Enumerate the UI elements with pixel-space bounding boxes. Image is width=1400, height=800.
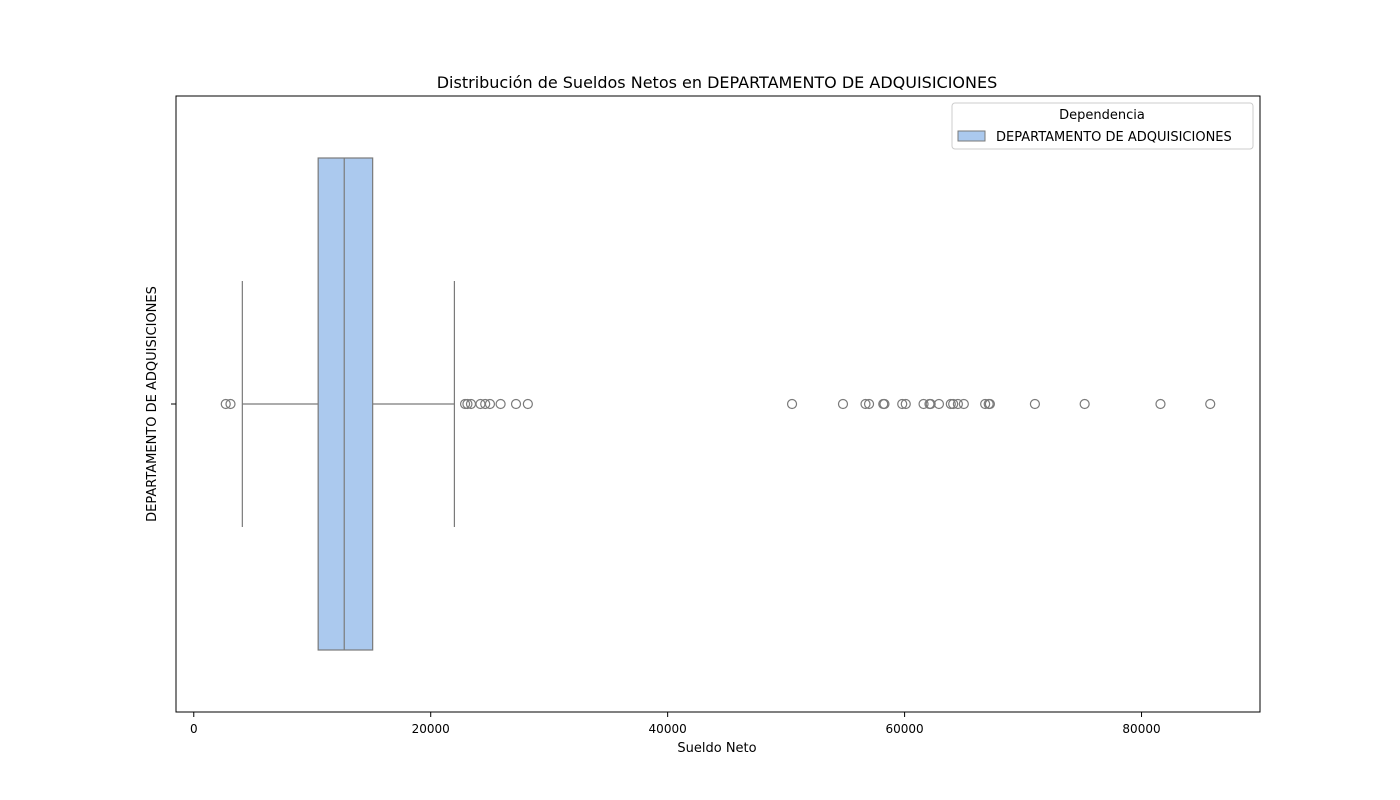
outlier-point-25 (952, 398, 964, 410)
chart-title: Distribución de Sueldos Netos en DEPARTA… (437, 73, 998, 92)
outlier-point-9 (510, 398, 522, 410)
outlier-point-30 (1029, 398, 1041, 410)
legend: Dependencia DEPARTAMENTO DE ADQUISICIONE… (951, 102, 1254, 150)
outlier-point-29 (984, 398, 995, 410)
iqr-box (317, 157, 374, 651)
legend-frame (951, 102, 1254, 150)
outlier-point-22 (933, 398, 945, 410)
outlier-point-33 (1205, 398, 1216, 410)
outlier-point-6 (480, 398, 491, 410)
outlier-point-11 (786, 398, 798, 410)
outlier-point-27 (980, 398, 991, 410)
outlier-point-7 (484, 398, 496, 410)
outlier-point-19 (918, 398, 929, 410)
outlier-point-32 (1155, 398, 1166, 410)
outlier-point-10 (522, 398, 533, 410)
y-axis-label: DEPARTAMENTO DE ADQUISICIONES (145, 286, 160, 522)
outlier-point-8 (495, 398, 506, 410)
x-tick-label-3: 60000 (885, 722, 923, 736)
outlier-point-18 (900, 398, 911, 410)
outlier-point-26 (958, 398, 969, 410)
outlier-point-31 (1079, 398, 1090, 410)
x-tick-label-2: 40000 (649, 722, 687, 736)
x-tick-label-0: 0 (190, 722, 198, 736)
outlier-point-14 (863, 398, 875, 410)
outlier-point-12 (837, 398, 849, 410)
legend-swatch (957, 130, 986, 142)
legend-entry-label: DEPARTAMENTO DE ADQUISICIONES (996, 130, 1232, 145)
outlier-point-17 (897, 398, 908, 410)
x-tick-label-4: 80000 (1122, 722, 1160, 736)
outlier-point-16 (879, 398, 890, 410)
outlier-point-1 (225, 398, 236, 410)
outlier-point-3 (462, 398, 473, 410)
outlier-point-21 (925, 398, 936, 410)
x-tick-label-1: 20000 (412, 722, 450, 736)
outlier-point-0 (220, 398, 231, 410)
legend-title: Dependencia (1059, 108, 1145, 123)
outlier-point-24 (948, 398, 959, 410)
outlier-point-13 (860, 398, 871, 410)
x-axis-label: Sueldo Neto (677, 741, 756, 756)
